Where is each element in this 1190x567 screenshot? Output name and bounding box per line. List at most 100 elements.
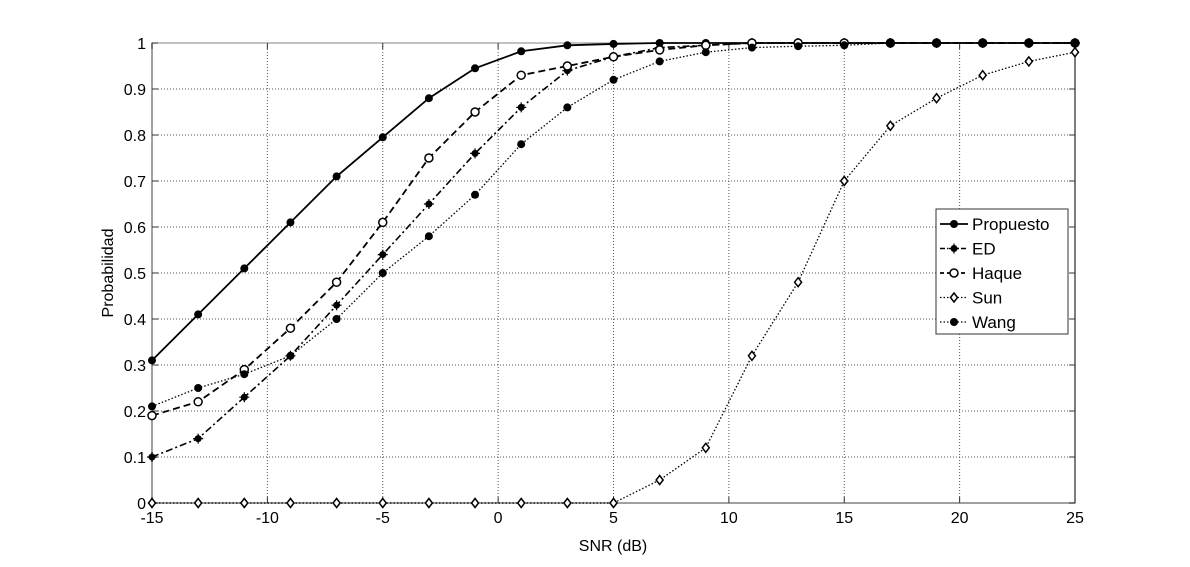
marker-dot <box>1024 39 1033 47</box>
marker-dot <box>950 220 958 228</box>
x-tick-label: 20 <box>951 510 969 527</box>
marker-circle <box>949 268 959 278</box>
marker-circle <box>147 410 157 421</box>
legend-item-sun: Sun <box>940 289 1002 308</box>
marker-dot <box>655 57 664 66</box>
marker-dot <box>332 172 341 181</box>
y-tick-label: 0.9 <box>124 82 146 99</box>
marker-dot <box>840 41 849 50</box>
marker-dot <box>563 103 572 112</box>
x-axis-label: SNR (dB) <box>579 538 647 555</box>
marker-diamond <box>424 497 434 509</box>
series-group <box>147 38 1080 509</box>
marker-circle <box>654 45 665 55</box>
y-tick-label: 0 <box>137 496 146 513</box>
series-sun <box>147 46 1080 509</box>
marker-diamond <box>332 497 342 509</box>
marker-dot <box>563 41 572 50</box>
marker-dot <box>424 232 433 241</box>
series-wang <box>148 39 1079 411</box>
marker-diamond <box>1070 46 1080 58</box>
legend-label: Sun <box>972 289 1002 308</box>
marker-diamond <box>747 350 757 362</box>
marker-circle <box>470 107 480 117</box>
marker-diamond <box>239 497 249 509</box>
marker-dot <box>240 370 249 379</box>
marker-diamond <box>701 442 711 454</box>
x-tick-label: 10 <box>720 510 738 527</box>
legend-item-ed: ED <box>940 240 996 259</box>
marker-diamond <box>516 497 526 509</box>
marker-dot <box>932 39 941 47</box>
marker-dot <box>332 315 341 323</box>
marker-dot <box>701 48 710 57</box>
marker-dot <box>148 402 156 411</box>
legend-label: ED <box>972 240 996 259</box>
marker-dot <box>609 39 618 48</box>
marker-circle <box>424 153 434 163</box>
y-axis-label: Probabilidad <box>100 229 117 318</box>
legend: Propuesto ED Haque Sun Wang <box>935 208 1069 335</box>
x-tick-label: 25 <box>1066 510 1084 527</box>
legend-label: Haque <box>972 264 1022 283</box>
y-tick-label: 0.2 <box>124 404 146 421</box>
x-tick-label: 0 <box>494 510 503 527</box>
x-tick-label: -15 <box>140 510 163 527</box>
x-tick-label: 5 <box>609 510 618 527</box>
marker-diamond <box>978 69 988 81</box>
legend-label: Wang <box>972 313 1016 332</box>
marker-circle <box>608 52 619 62</box>
y-tick-label: 0.5 <box>124 266 146 283</box>
marker-dot <box>148 356 156 365</box>
marker-circle <box>562 61 573 71</box>
grid <box>152 43 1075 503</box>
y-tick-label: 0.4 <box>124 312 146 329</box>
marker-dot <box>517 47 526 56</box>
marker-diamond <box>285 497 295 509</box>
legend-label: Propuesto <box>972 215 1050 234</box>
marker-diamond <box>1024 55 1034 68</box>
axes: -15 -10 -5 0 5 10 15 20 25 0 0.1 0.2 0.3 0.4 0.5 0.6 0.7… <box>124 36 1084 527</box>
marker-dot <box>424 94 433 103</box>
marker-dot <box>471 190 480 199</box>
marker-dot <box>794 42 803 51</box>
x-tick-label: -5 <box>376 510 390 527</box>
marker-diamond <box>193 497 203 509</box>
marker-dot <box>747 43 756 52</box>
marker-dot <box>378 133 387 142</box>
marker-circle <box>378 217 388 228</box>
marker-dot <box>950 318 958 326</box>
y-tick-label: 0.6 <box>124 220 146 237</box>
marker-diamond <box>885 120 895 132</box>
marker-dot <box>286 351 295 360</box>
marker-circle <box>516 70 526 80</box>
marker-dot <box>1071 39 1079 47</box>
marker-diamond <box>932 92 942 104</box>
legend-item-propuesto: Propuesto <box>940 215 1050 234</box>
y-tick-label: 0.1 <box>124 450 146 467</box>
marker-dot <box>978 39 987 47</box>
marker-diamond <box>949 291 959 304</box>
x-tick-label: -10 <box>256 510 279 527</box>
marker-diamond <box>562 497 572 509</box>
marker-dot <box>194 384 203 392</box>
marker-dot <box>609 75 618 84</box>
marker-circle <box>285 323 296 333</box>
marker-circle <box>701 40 711 51</box>
marker-dot <box>471 64 480 73</box>
marker-diamond <box>655 474 665 486</box>
marker-dot <box>378 269 387 277</box>
marker-dot <box>240 264 249 273</box>
legend-item-haque: Haque <box>940 264 1022 283</box>
marker-dot <box>886 39 895 47</box>
marker-diamond <box>609 497 618 509</box>
marker-circle <box>331 277 342 287</box>
y-tick-label: 1 <box>137 36 146 53</box>
y-tick-label: 0.7 <box>124 174 146 191</box>
y-tick-label: 0.3 <box>124 358 146 375</box>
marker-diamond <box>147 497 157 509</box>
marker-diamond <box>793 276 803 288</box>
x-tick-label: 15 <box>835 510 853 527</box>
marker-circle <box>193 397 203 407</box>
